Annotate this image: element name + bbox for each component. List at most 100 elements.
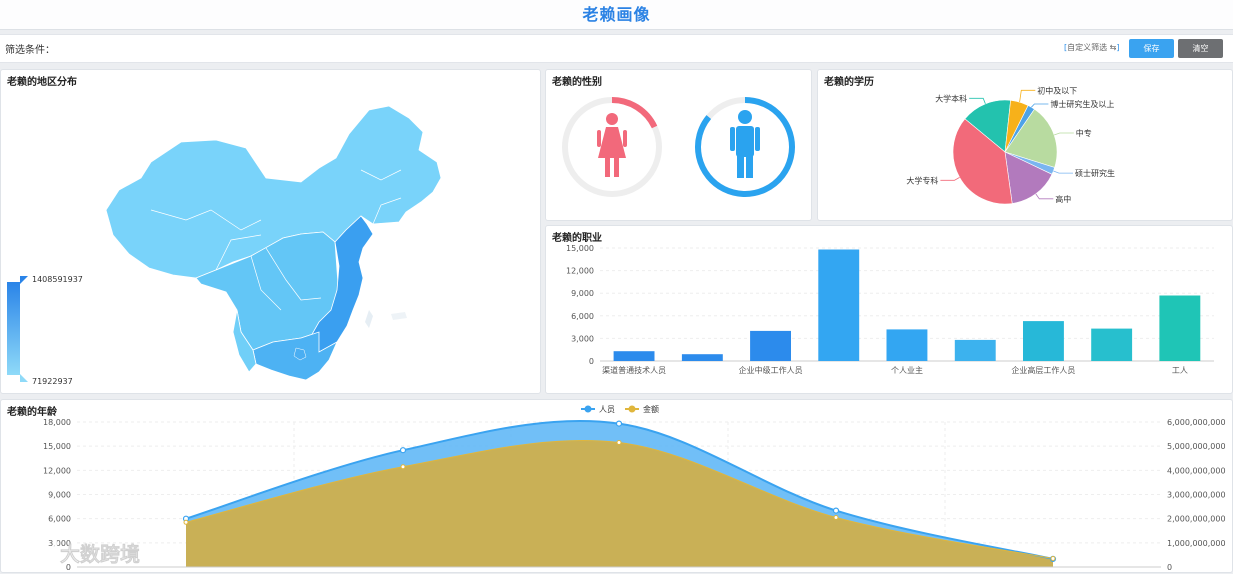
point-amount [183,519,189,525]
occupation-panel: 老赖的职业 15,000 12,000 9,000 6,000 3,000 0 渠道普通技术… [545,225,1233,394]
point-amount [1050,556,1056,561]
y2-tick-label: 1,000,000,000 [1167,539,1226,548]
filter-bar: 筛选条件： [自定义筛选 ⇆] 保存 清空 [0,34,1233,63]
bar [1091,328,1133,361]
male-icon [730,110,760,178]
gender-title: 老赖的性别 [552,77,602,88]
custom-filter-label: 自定义筛选 [1067,43,1108,52]
pie-label-line [1019,89,1036,103]
watermark-logo-icon: 大数跨境 [11,536,140,566]
y-tick-label: 9,000 [48,491,71,500]
point-people [615,420,623,427]
age-panel: 老赖的年龄 人员 金额 18,000 15,000 12,000 9,000 6,000 3,… [0,399,1233,573]
pie-label: 大学本科 [935,93,967,103]
point-people [399,447,407,454]
education-title: 老赖的学历 [824,77,874,88]
y2-tick-label: 2,000,000,000 [1167,515,1226,524]
save-button[interactable]: 保存 [1129,39,1174,58]
map-taiwan [365,310,373,328]
x-tick-label: 个人业主 [891,365,923,375]
region-title: 老赖的地区分布 [7,77,77,88]
bar [818,249,860,361]
bar [886,329,928,361]
y2-tick-label: 6,000,000,000 [1167,418,1226,427]
visual-map-min: 71922937 [32,377,73,386]
occupation-bar-chart: 15,000 12,000 9,000 6,000 3,000 0 渠道普通技术人员 企业中级… [566,244,1214,375]
pie-label: 博士研究生及以上 [1050,99,1114,109]
bar [750,330,791,361]
area-amount [186,440,1053,567]
map-hainan [293,347,307,361]
bar [681,354,723,361]
education-panel: 老赖的学历 大学本科 初中及以下博士研究生及以上 中专硕士研究生高中 大学专科 [817,69,1233,221]
y2-tick-label: 4,000,000,000 [1167,466,1226,475]
x-tick-label: 工人 [1172,366,1188,375]
visual-map-handle-top [20,276,28,284]
watermark-text: 大数跨境 [60,542,140,566]
filter-label: 筛选条件： [5,45,55,56]
map-north-region [105,105,442,279]
map-province-lines [150,169,402,311]
gender-gauges [562,97,795,197]
pie-label: 硕士研究生 [1075,168,1115,178]
pie-label: 高中 [1055,194,1071,204]
y-tick-label: 9,000 [571,289,594,298]
page-title: 老赖画像 [582,5,651,24]
y-tick-label: 12,000 [43,466,71,475]
clear-button[interactable]: 清空 [1178,39,1223,58]
y-tick-label: 6,000 [571,312,594,321]
pie-slice [1004,151,1053,204]
pie-slice [1004,108,1058,168]
y-tick-label: 15,000 [43,442,71,451]
y-tick-label: 0 [589,357,594,366]
map-south-sea [391,312,407,320]
pie-label: 中专 [1076,128,1092,138]
legend-dot-people [584,405,592,413]
map-south-region [232,309,257,373]
region-panel: 老赖的地区分布 1408591937 71922937 [0,69,541,394]
y2-tick-label: 0 [1167,563,1172,572]
x-tick-label: 企业高层工作人员 [1011,365,1075,375]
y-tick-label: 18,000 [43,418,71,427]
visual-map-scale [7,282,20,375]
y-tick-label: 3,000 [48,539,71,548]
pie-label-line [1053,132,1074,136]
pie-label-line [969,97,986,104]
bar [613,351,655,361]
bar [1159,295,1201,361]
point-people [832,507,840,514]
pie-slice [964,99,1011,153]
pie-label: 大学专科 [906,175,938,185]
pie-label-line [940,177,960,181]
female-icon [597,113,627,177]
female-arc [611,97,658,129]
x-tick-label: 渠道普通技术人员 [602,365,666,375]
map-east-coast [310,215,374,353]
pie-label-line [1035,193,1054,200]
custom-filter-toggle[interactable]: [自定义筛选 ⇆] [1064,43,1120,52]
page-header: 老赖画像 [0,0,1233,30]
point-amount [833,515,839,520]
x-tick-label: 企业中级工作人员 [739,365,803,375]
pie-slice [952,118,1013,205]
legend-dot-amount [628,405,636,413]
y2-tick-label: 5,000,000,000 [1167,442,1226,451]
occupation-title: 老赖的职业 [552,233,602,244]
point-amount [616,440,622,445]
y-tick-label: 3,000 [571,334,594,343]
point-amount [400,464,406,470]
gender-panel: 老赖的性别 [545,69,812,221]
y-tick-label: 12,000 [566,267,594,276]
visual-map-handle-bottom [20,374,28,382]
y-tick-label: 0 [66,563,71,572]
pie-label-line [1053,170,1073,174]
pie-label-line [1031,103,1049,108]
sort-arrows-icon: ⇆ [1107,43,1117,52]
bar [1023,321,1064,361]
pie-label: 初中及以下 [1037,85,1077,95]
age-area-chart: 人员 金额 18,000 15,000 12,000 9,000 6,000 3,000 0 6,… [43,404,1226,572]
legend-label-amount: 金额 [643,404,659,414]
bar [954,339,996,361]
y-tick-label: 15,000 [566,244,594,253]
